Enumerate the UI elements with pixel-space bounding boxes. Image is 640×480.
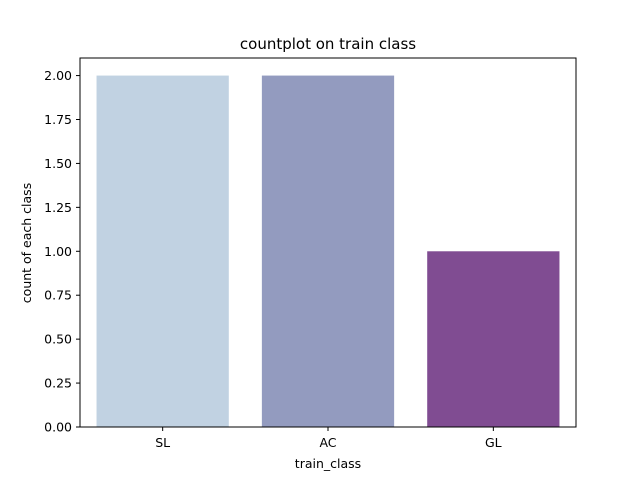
x-tick-label-sl: SL	[155, 435, 170, 450]
x-tick-label-ac: AC	[319, 435, 336, 450]
chart-title: countplot on train class	[240, 35, 416, 53]
bar-sl	[96, 75, 229, 428]
x-tick-label-gl: GL	[485, 435, 502, 450]
y-axis: 0.00 0.25 0.50 0.75 1.00 1.25 1.50 1.75 2.00	[44, 68, 80, 435]
y-tick-label: 0.25	[44, 376, 72, 391]
y-axis-label: count of each class	[19, 183, 34, 303]
y-tick-label: 0.75	[44, 288, 72, 303]
y-tick-label: 0.00	[44, 420, 72, 435]
y-tick-label: 1.75	[44, 112, 72, 127]
y-tick-label: 2.00	[44, 68, 72, 83]
y-tick-label: 1.25	[44, 200, 72, 215]
x-axis-label: train_class	[295, 456, 361, 471]
x-axis: SL AC GL	[155, 427, 502, 450]
plot-frame	[79, 57, 577, 428]
y-tick-label: 0.50	[44, 332, 72, 347]
y-tick-label: 1.50	[44, 156, 72, 171]
bar-gl	[427, 251, 560, 427]
y-tick-label: 1.00	[44, 244, 72, 259]
bar-ac	[261, 75, 395, 428]
bars-group	[96, 75, 560, 428]
